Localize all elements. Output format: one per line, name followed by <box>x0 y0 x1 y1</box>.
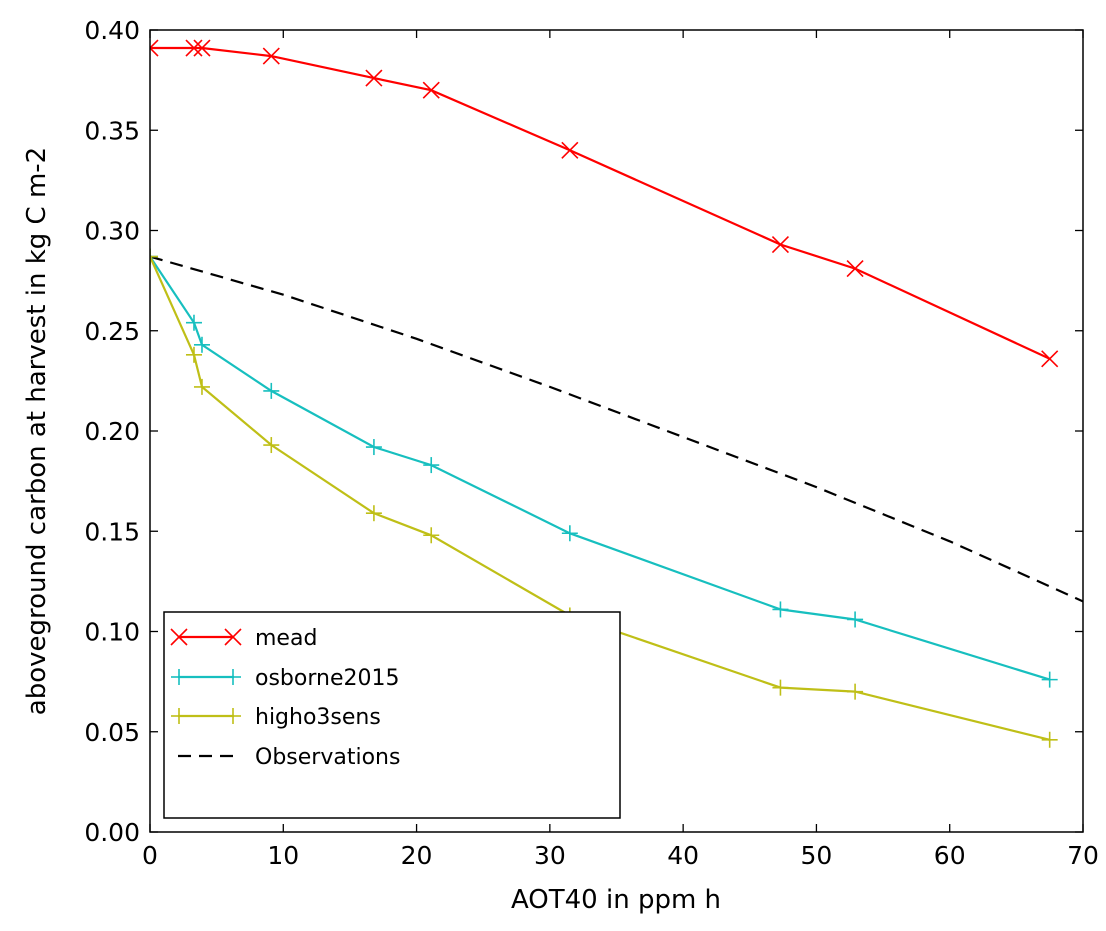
y-tick-label: 0.15 <box>84 517 140 546</box>
data-point-mead <box>561 141 579 159</box>
y-axis-title: aboveground carbon at harvest in kg C m-… <box>22 147 52 715</box>
legend-label-higho3sens: higho3sens <box>255 705 381 730</box>
x-tick-label: 20 <box>401 841 433 870</box>
x-tick-label: 0 <box>142 841 158 870</box>
legend: mead osborne2015 higho3sens Observations <box>163 611 621 819</box>
y-tick-label: 0.00 <box>84 818 140 847</box>
series-line-observations <box>150 255 1083 603</box>
data-point-higho3sens <box>847 683 864 700</box>
y-tick-label: 0.30 <box>84 217 140 246</box>
data-point-mead <box>262 47 280 65</box>
series-line-mead <box>150 46 1051 360</box>
legend-label-osborne2015: osborne2015 <box>255 666 399 691</box>
data-point-higho3sens <box>185 346 202 363</box>
y-tick-label: 0.05 <box>84 718 140 747</box>
legend-marker-mead <box>170 628 188 646</box>
data-point-osborne2015 <box>423 457 440 474</box>
y-tick-label: 0.10 <box>84 618 140 647</box>
legend-frame <box>163 611 621 819</box>
x-tick-label: 70 <box>1067 841 1099 870</box>
series-layer <box>150 39 1083 748</box>
x-axis-title: AOT40 in ppm h <box>511 885 721 915</box>
legend-label-mead: mead <box>255 626 317 651</box>
data-point-osborne2015 <box>365 439 382 456</box>
legend-entries: mead osborne2015 higho3sens Observations <box>170 626 400 770</box>
y-tick-label: 0.25 <box>84 317 140 346</box>
y-tick-label: 0.35 <box>84 116 140 145</box>
data-point-osborne2015 <box>772 601 789 618</box>
x-tick-label: 60 <box>934 841 966 870</box>
x-tick-label: 30 <box>534 841 566 870</box>
data-point-higho3sens <box>423 527 440 544</box>
legend-marker-higho3sens <box>225 708 241 724</box>
data-point-osborne2015 <box>193 336 210 353</box>
legend-marker-osborne2015 <box>171 669 187 685</box>
data-point-osborne2015 <box>561 525 578 542</box>
y-tick-label: 0.20 <box>84 417 140 446</box>
series-line-osborne2015 <box>150 255 1051 681</box>
legend-marker-higho3sens <box>171 708 187 724</box>
data-point-mead <box>846 260 864 278</box>
ticks-layer: 0 10 20 30 40 50 60 70 0.00 0.05 0.10 0.15 0.20 0.25 0… <box>84 16 1099 870</box>
data-point-higho3sens <box>150 248 158 265</box>
series-line-higho3sens <box>150 256 1050 741</box>
data-point-osborne2015 <box>185 314 202 331</box>
data-point-mead <box>422 81 440 99</box>
data-point-osborne2015 <box>1041 671 1058 688</box>
data-point-mead <box>365 69 383 87</box>
legend-label-observations: Observations <box>255 745 400 770</box>
x-tick-label: 10 <box>267 841 299 870</box>
data-point-mead <box>1041 350 1059 368</box>
data-point-osborne2015 <box>847 611 864 628</box>
data-point-higho3sens <box>365 505 382 522</box>
data-point-mead <box>771 235 790 254</box>
x-tick-label: 40 <box>667 841 699 870</box>
legend-marker-mead <box>224 628 242 646</box>
x-tick-label: 50 <box>801 841 833 870</box>
data-point-osborne2015 <box>263 382 280 399</box>
data-point-mead <box>193 39 211 57</box>
data-point-mead <box>150 39 159 57</box>
y-tick-label: 0.40 <box>84 16 140 45</box>
data-point-higho3sens <box>1041 731 1058 748</box>
data-point-higho3sens <box>772 679 789 696</box>
data-point-higho3sens <box>263 437 280 454</box>
legend-marker-osborne2015 <box>225 669 241 685</box>
data-point-higho3sens <box>193 378 210 395</box>
data-point-mead <box>185 39 203 57</box>
